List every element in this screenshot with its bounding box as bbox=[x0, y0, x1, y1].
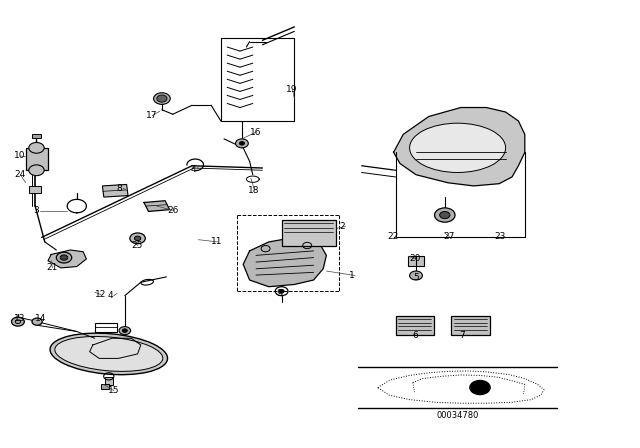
Circle shape bbox=[279, 289, 284, 293]
Text: 18: 18 bbox=[248, 186, 260, 195]
Circle shape bbox=[119, 327, 131, 335]
Text: 3: 3 bbox=[33, 206, 39, 215]
Text: 27: 27 bbox=[443, 232, 454, 241]
Circle shape bbox=[134, 236, 141, 241]
Polygon shape bbox=[144, 201, 170, 211]
Text: 16: 16 bbox=[250, 128, 261, 137]
Ellipse shape bbox=[410, 123, 506, 172]
Text: 1: 1 bbox=[349, 271, 355, 280]
Circle shape bbox=[122, 329, 127, 332]
Text: 20: 20 bbox=[410, 254, 421, 263]
Polygon shape bbox=[48, 250, 86, 268]
Circle shape bbox=[29, 165, 44, 176]
Circle shape bbox=[435, 208, 455, 222]
Circle shape bbox=[239, 142, 244, 145]
Circle shape bbox=[60, 255, 68, 260]
Text: 8: 8 bbox=[116, 184, 122, 193]
Text: 15: 15 bbox=[108, 386, 119, 395]
Text: 4: 4 bbox=[108, 291, 113, 300]
Text: 13: 13 bbox=[14, 314, 26, 323]
Polygon shape bbox=[394, 108, 525, 186]
Text: 9: 9 bbox=[276, 289, 282, 298]
Text: 12: 12 bbox=[95, 290, 106, 299]
Text: 22: 22 bbox=[387, 232, 399, 241]
Circle shape bbox=[130, 233, 145, 244]
Text: 2: 2 bbox=[339, 222, 345, 231]
Circle shape bbox=[154, 93, 170, 104]
Text: 24: 24 bbox=[14, 170, 26, 179]
Bar bbox=[102, 185, 128, 197]
Text: 00034780: 00034780 bbox=[436, 411, 479, 420]
Text: 14: 14 bbox=[35, 314, 47, 323]
Text: 7: 7 bbox=[460, 331, 465, 340]
Bar bbox=[282, 220, 336, 246]
Ellipse shape bbox=[55, 336, 163, 371]
Ellipse shape bbox=[50, 333, 168, 375]
Circle shape bbox=[410, 271, 422, 280]
Text: 26: 26 bbox=[168, 206, 179, 215]
Circle shape bbox=[56, 252, 72, 263]
Bar bbox=[32, 134, 41, 138]
Text: 25: 25 bbox=[131, 241, 143, 250]
Text: 6: 6 bbox=[413, 331, 419, 340]
Circle shape bbox=[157, 95, 167, 102]
Bar bbox=[408, 256, 424, 266]
Bar bbox=[396, 316, 434, 335]
Circle shape bbox=[470, 380, 490, 395]
Text: 11: 11 bbox=[211, 237, 223, 246]
Text: 23: 23 bbox=[494, 232, 506, 241]
Polygon shape bbox=[90, 338, 141, 358]
Circle shape bbox=[29, 142, 44, 153]
Text: 4: 4 bbox=[191, 165, 196, 174]
Text: 21: 21 bbox=[46, 263, 58, 272]
Bar bbox=[101, 384, 109, 389]
Text: 17: 17 bbox=[146, 111, 157, 120]
Text: 5: 5 bbox=[413, 273, 419, 282]
Polygon shape bbox=[243, 237, 326, 287]
Circle shape bbox=[32, 318, 42, 325]
Bar bbox=[451, 316, 490, 335]
Bar bbox=[105, 377, 113, 385]
Circle shape bbox=[236, 139, 248, 148]
Circle shape bbox=[12, 317, 24, 326]
Bar bbox=[95, 323, 117, 332]
Bar bbox=[29, 186, 41, 193]
Text: 19: 19 bbox=[286, 85, 298, 94]
Bar bbox=[26, 148, 48, 170]
Text: 10: 10 bbox=[14, 151, 26, 160]
Circle shape bbox=[440, 211, 450, 219]
